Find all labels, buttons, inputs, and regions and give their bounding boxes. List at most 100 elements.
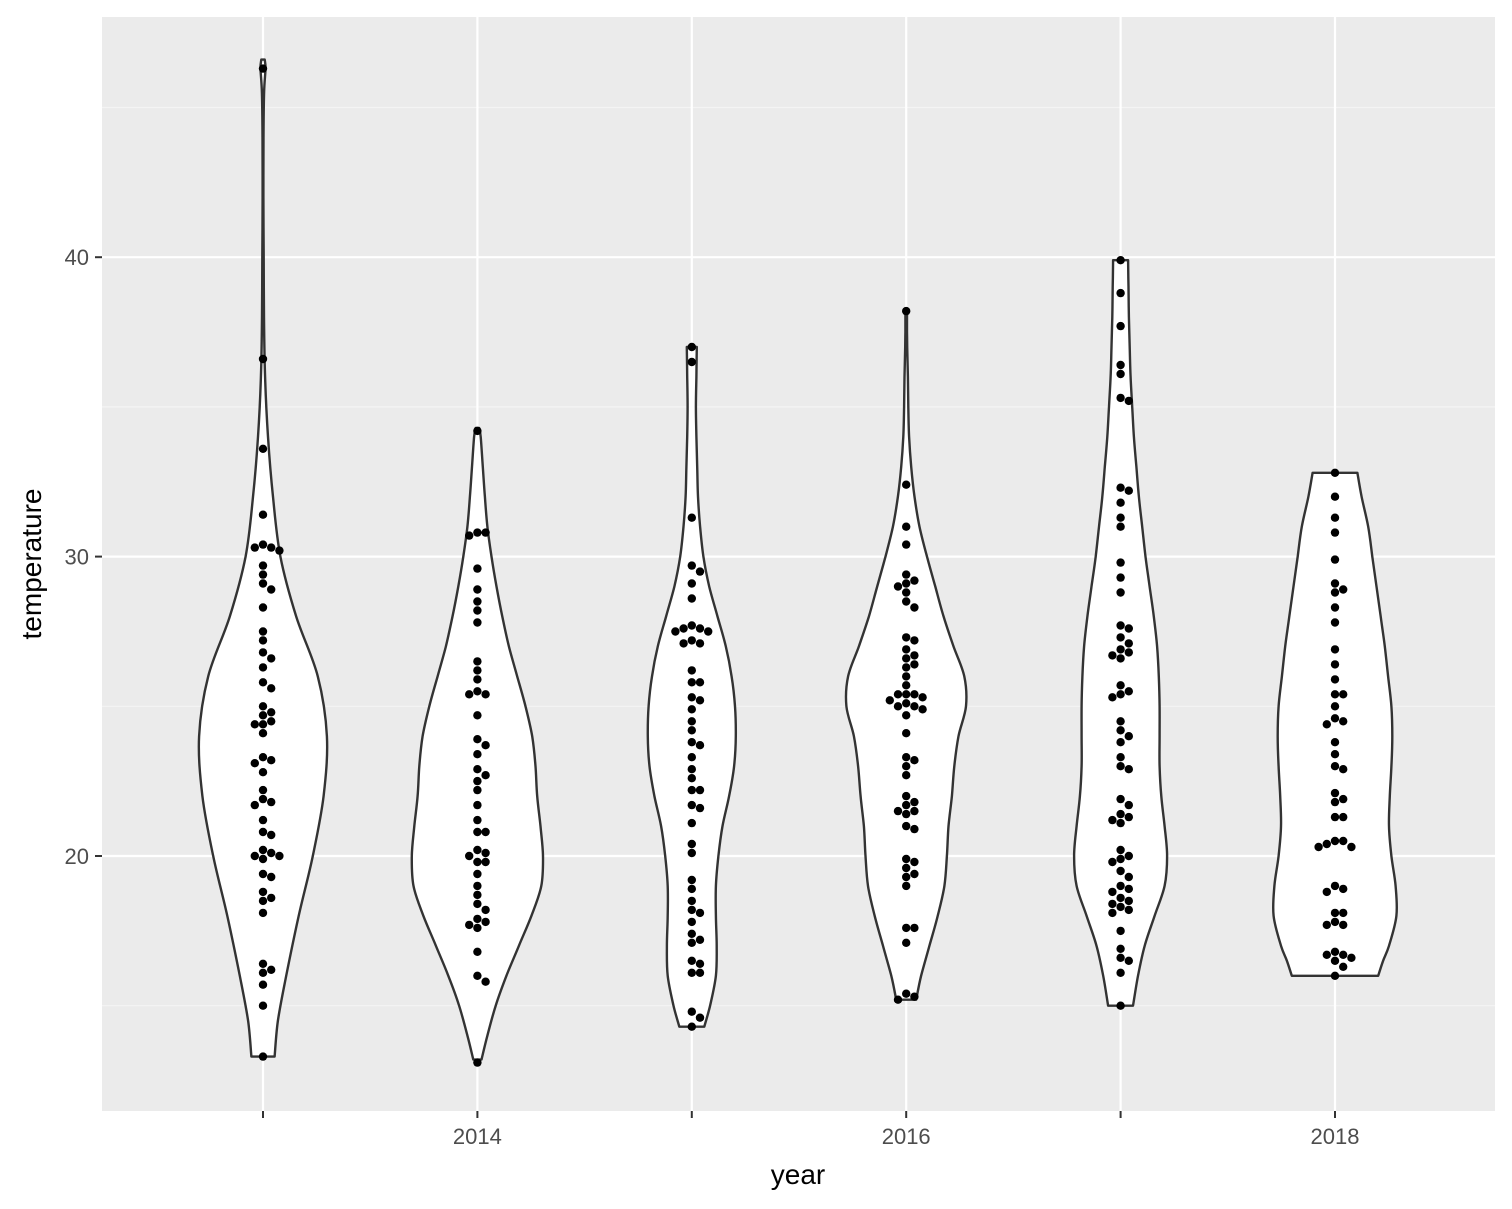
data-point-2016 — [902, 881, 911, 891]
data-point-2018 — [1330, 492, 1340, 501]
data-point-2015 — [687, 968, 696, 977]
data-point-2013 — [258, 887, 268, 897]
data-point-2018 — [1330, 618, 1340, 627]
data-point-2016 — [910, 660, 919, 669]
data-point-2013 — [267, 756, 276, 765]
data-point-2013 — [258, 510, 268, 519]
data-point-2014 — [473, 687, 482, 696]
data-point-2017 — [1124, 851, 1134, 861]
data-point-2014 — [473, 815, 482, 825]
data-point-2017 — [1116, 256, 1125, 265]
data-point-2017 — [1124, 765, 1134, 774]
data-point-2016 — [910, 806, 919, 816]
data-point-2013 — [258, 579, 268, 588]
data-point-2013 — [250, 851, 259, 861]
data-point-2018 — [1330, 528, 1340, 537]
data-point-2017 — [1116, 953, 1125, 962]
data-point-2018 — [1330, 675, 1340, 684]
data-point-2015 — [687, 621, 696, 630]
data-point-2015 — [695, 968, 705, 977]
data-point-2015 — [695, 935, 705, 944]
data-point-2015 — [687, 579, 696, 588]
data-point-2013 — [258, 603, 268, 612]
data-point-2014 — [473, 785, 482, 795]
data-point-2013 — [258, 1001, 268, 1010]
data-point-2013 — [258, 64, 268, 73]
data-point-2013 — [258, 845, 268, 855]
data-point-2013 — [250, 759, 259, 768]
data-point-2015 — [687, 726, 696, 735]
data-point-2013 — [258, 720, 268, 729]
data-point-2013 — [258, 444, 268, 453]
data-point-2018 — [1339, 920, 1348, 930]
data-point-2017 — [1124, 800, 1134, 810]
data-point-2016 — [902, 753, 911, 762]
data-point-2016 — [918, 705, 927, 714]
data-point-2013 — [258, 815, 268, 825]
data-point-2018 — [1330, 603, 1340, 612]
data-point-2016 — [902, 663, 911, 672]
data-point-2018 — [1339, 884, 1348, 894]
data-point-2014 — [473, 857, 482, 867]
data-point-2014 — [473, 606, 482, 615]
data-point-2014 — [465, 920, 474, 930]
data-point-2013 — [258, 785, 268, 795]
data-point-2017 — [1116, 893, 1125, 903]
data-point-2015 — [687, 765, 696, 774]
data-point-2015 — [687, 666, 696, 675]
data-point-2014 — [473, 869, 482, 879]
data-point-2016 — [902, 540, 911, 549]
data-point-2015 — [695, 803, 705, 813]
data-point-2016 — [910, 869, 919, 879]
data-point-2014 — [473, 947, 482, 956]
data-point-2018 — [1339, 585, 1348, 594]
data-point-2018 — [1322, 920, 1332, 930]
data-point-2016 — [902, 588, 911, 597]
data-point-2013 — [258, 794, 268, 804]
point-layer — [250, 64, 1356, 1067]
data-point-2017 — [1116, 794, 1125, 804]
data-point-2013 — [258, 980, 268, 989]
data-point-2014 — [473, 923, 482, 933]
data-point-2018 — [1330, 468, 1340, 477]
data-point-2014 — [481, 771, 490, 780]
data-point-2018 — [1330, 579, 1340, 588]
data-point-2018 — [1330, 956, 1340, 965]
data-point-2017 — [1108, 693, 1117, 702]
data-point-2017 — [1116, 738, 1125, 747]
data-point-2016 — [902, 923, 911, 933]
data-point-2017 — [1116, 818, 1125, 828]
data-point-2016 — [902, 699, 911, 708]
data-point-2015 — [687, 884, 696, 894]
data-point-2013 — [258, 702, 268, 711]
data-point-2013 — [275, 546, 284, 555]
data-point-2013 — [267, 717, 276, 726]
data-point-2017 — [1124, 905, 1134, 915]
data-point-2016 — [902, 579, 911, 588]
data-point-2016 — [902, 800, 911, 810]
data-point-2017 — [1116, 866, 1125, 876]
data-point-2018 — [1330, 645, 1340, 654]
data-point-2013 — [258, 678, 268, 687]
plot-panel — [102, 17, 1495, 1111]
data-point-2013 — [267, 708, 276, 717]
data-point-2016 — [910, 576, 919, 585]
data-point-2014 — [473, 618, 482, 627]
data-point-2016 — [902, 762, 911, 771]
data-point-2013 — [267, 654, 276, 663]
data-point-2016 — [893, 702, 903, 711]
data-point-2017 — [1116, 690, 1125, 699]
data-point-2016 — [910, 603, 919, 612]
data-point-2015 — [687, 917, 696, 927]
data-point-2014 — [473, 845, 482, 855]
data-point-2018 — [1339, 908, 1348, 918]
data-point-2016 — [910, 923, 919, 933]
data-point-2018 — [1330, 812, 1340, 822]
data-point-2017 — [1116, 881, 1125, 891]
data-point-2016 — [893, 806, 903, 816]
data-point-2018 — [1330, 881, 1340, 891]
data-point-2017 — [1116, 753, 1125, 762]
data-point-2015 — [687, 357, 696, 367]
data-point-2016 — [910, 797, 919, 807]
data-point-2017 — [1116, 717, 1125, 726]
